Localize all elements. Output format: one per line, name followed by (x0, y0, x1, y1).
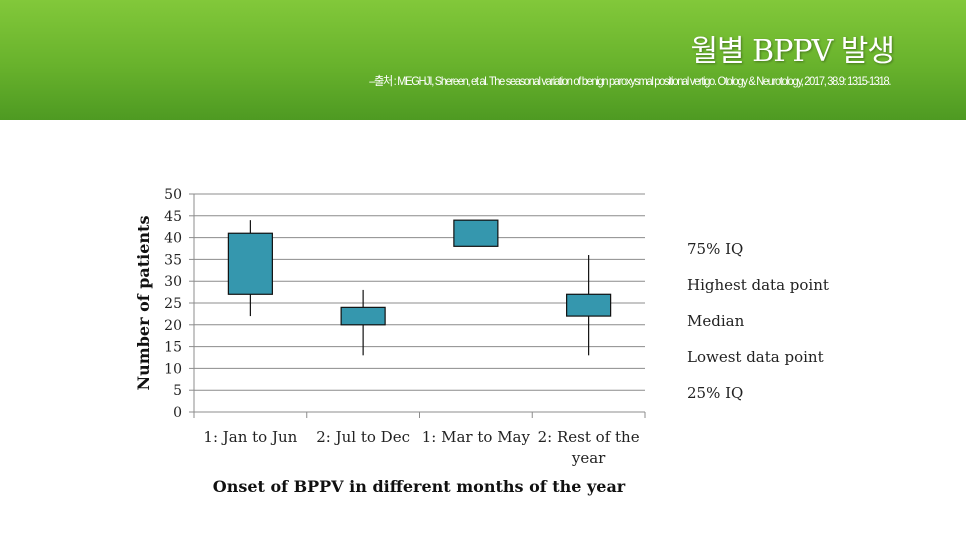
y-tick-label: 40 (164, 231, 182, 247)
y-tick-label: 35 (164, 252, 182, 268)
box-group (340, 289, 386, 356)
legend-entry: 25% IQ (687, 384, 744, 402)
tick-labels: 0 5 10 15 20 25 30 35 40 45 50 1: Jan to Jun 2: Jul … (164, 187, 640, 467)
box-group (566, 255, 612, 356)
box-group (453, 219, 499, 247)
source-citation: –출처 : MEGHJI, Shereen, et al. The season… (369, 74, 891, 88)
legend-entry: Highest data point (687, 276, 829, 294)
y-tick-label: 10 (164, 361, 182, 377)
x-tick-label: 1: Mar to May (422, 428, 531, 446)
box (566, 293, 612, 317)
y-tick-label: 50 (164, 187, 182, 203)
x-tick-label: 2: Jul to Dec (316, 428, 410, 446)
x-tick-label: 1: Jan to Jun (203, 428, 297, 446)
legend-entry: 75% IQ (687, 240, 744, 258)
y-tick-label: 5 (173, 383, 182, 399)
y-tick-label: 30 (164, 274, 182, 290)
x-tick-label: 2: Rest of the year (538, 428, 640, 467)
slide-header: 월별 BPPV 발생 –출처 : MEGHJI, Shereen, et al.… (0, 0, 966, 120)
axes (189, 193, 646, 418)
y-tick-label: 0 (173, 405, 182, 421)
box (453, 219, 499, 247)
y-tick-label: 45 (164, 209, 182, 225)
y-axis-label: Number of patients (134, 216, 153, 391)
y-tick-label: 20 (164, 318, 182, 334)
slide-title: 월별 BPPV 발생 (690, 34, 895, 69)
y-tick-label: 15 (164, 340, 182, 356)
legend-entry: Lowest data point (687, 348, 824, 366)
legend-entry: Median (687, 312, 745, 330)
x-axis-label: Onset of BPPV in different months of the… (213, 477, 626, 496)
box (227, 232, 273, 295)
y-tick-label: 25 (164, 296, 182, 312)
chart-legend: 75% IQ Highest data point Median Lowest dat… (687, 236, 829, 416)
box-group (227, 220, 273, 317)
box (340, 306, 386, 326)
boxes (227, 219, 612, 356)
